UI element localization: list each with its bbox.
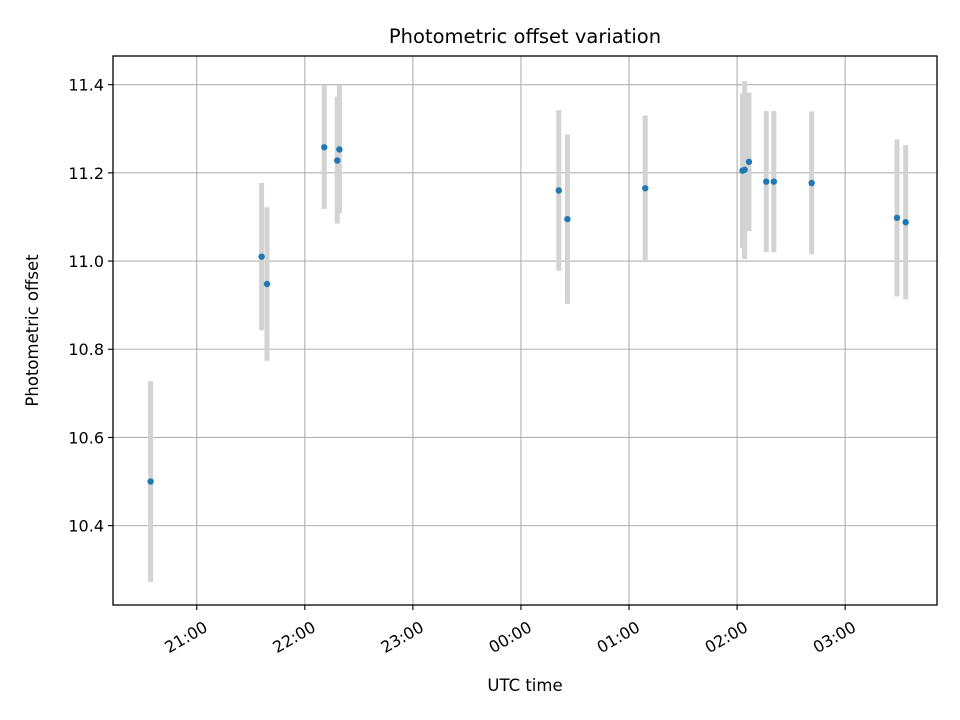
x-tick-label: 23:00	[377, 617, 426, 657]
data-point	[741, 166, 748, 173]
data-point	[321, 144, 328, 151]
data-point	[334, 157, 341, 164]
data-points	[147, 144, 909, 485]
y-axis-label: Photometric offset	[23, 254, 42, 407]
chart-title: Photometric offset variation	[389, 25, 661, 48]
data-point	[336, 146, 343, 153]
x-axis-label: UTC time	[487, 676, 562, 695]
x-tick-label: 00:00	[486, 617, 535, 657]
data-point	[642, 185, 649, 192]
data-point	[258, 253, 265, 260]
y-tick-label: 11.4	[68, 76, 104, 95]
data-point	[263, 280, 271, 288]
data-point	[147, 478, 154, 485]
x-tick-label: 03:00	[810, 617, 859, 657]
plot-frame	[112, 55, 938, 606]
x-tick-label: 01:00	[594, 617, 643, 657]
y-tick-label: 10.8	[68, 340, 104, 359]
error-bars	[148, 81, 909, 583]
data-point	[893, 214, 901, 222]
grid	[113, 56, 937, 605]
data-point	[770, 178, 778, 185]
data-point	[808, 179, 815, 187]
data-point	[763, 178, 770, 185]
x-tick-label: 22:00	[269, 617, 318, 657]
y-tick-label: 10.4	[68, 517, 104, 536]
data-point	[902, 219, 909, 226]
y-tick-label: 10.6	[68, 428, 104, 447]
data-point	[555, 187, 562, 194]
data-point	[564, 215, 571, 223]
y-tick-label: 11.0	[68, 252, 104, 271]
data-point	[745, 158, 753, 166]
y-tick-label: 11.2	[68, 164, 104, 183]
x-tick-label: 02:00	[702, 617, 751, 657]
x-tick-label: 21:00	[161, 617, 210, 657]
